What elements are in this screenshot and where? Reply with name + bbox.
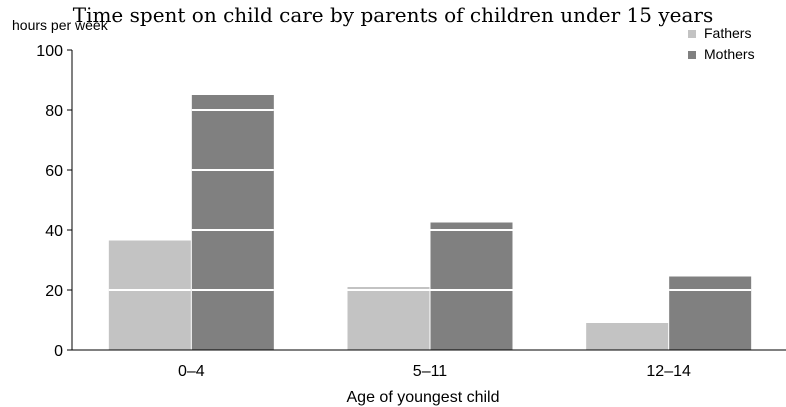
bar-fathers: [347, 287, 430, 350]
y-tick-label: 100: [36, 43, 63, 60]
legend-label-fathers: Fathers: [704, 25, 751, 41]
y-tick-label: 0: [54, 343, 63, 360]
legend-swatch-mothers: [688, 51, 696, 59]
legend-label-mothers: Mothers: [704, 46, 755, 62]
y-tick-label: 80: [45, 103, 63, 120]
bar-fathers: [108, 240, 191, 350]
bar-mothers: [669, 276, 752, 350]
y-axis-label: hours per week: [12, 17, 109, 33]
y-tick-label: 20: [45, 283, 63, 300]
legend-swatch-fathers: [688, 30, 696, 38]
plot-area: 0 20 40 60 80 100 0–4 5–11 12–14 Fathers Mothers: [36, 25, 786, 380]
x-axis-label: Age of youngest child: [347, 389, 500, 406]
x-tick-label: 12–14: [646, 363, 691, 380]
bar-mothers: [430, 222, 513, 350]
bar-mothers: [191, 95, 274, 350]
y-tick-label: 40: [45, 223, 63, 240]
x-tick-label: 0–4: [178, 363, 205, 380]
y-tick-label: 60: [45, 163, 63, 180]
x-tick-label: 5–11: [413, 363, 448, 380]
chart-title: Time spent on child care by parents of c…: [73, 3, 714, 27]
bar-fathers: [586, 323, 669, 350]
